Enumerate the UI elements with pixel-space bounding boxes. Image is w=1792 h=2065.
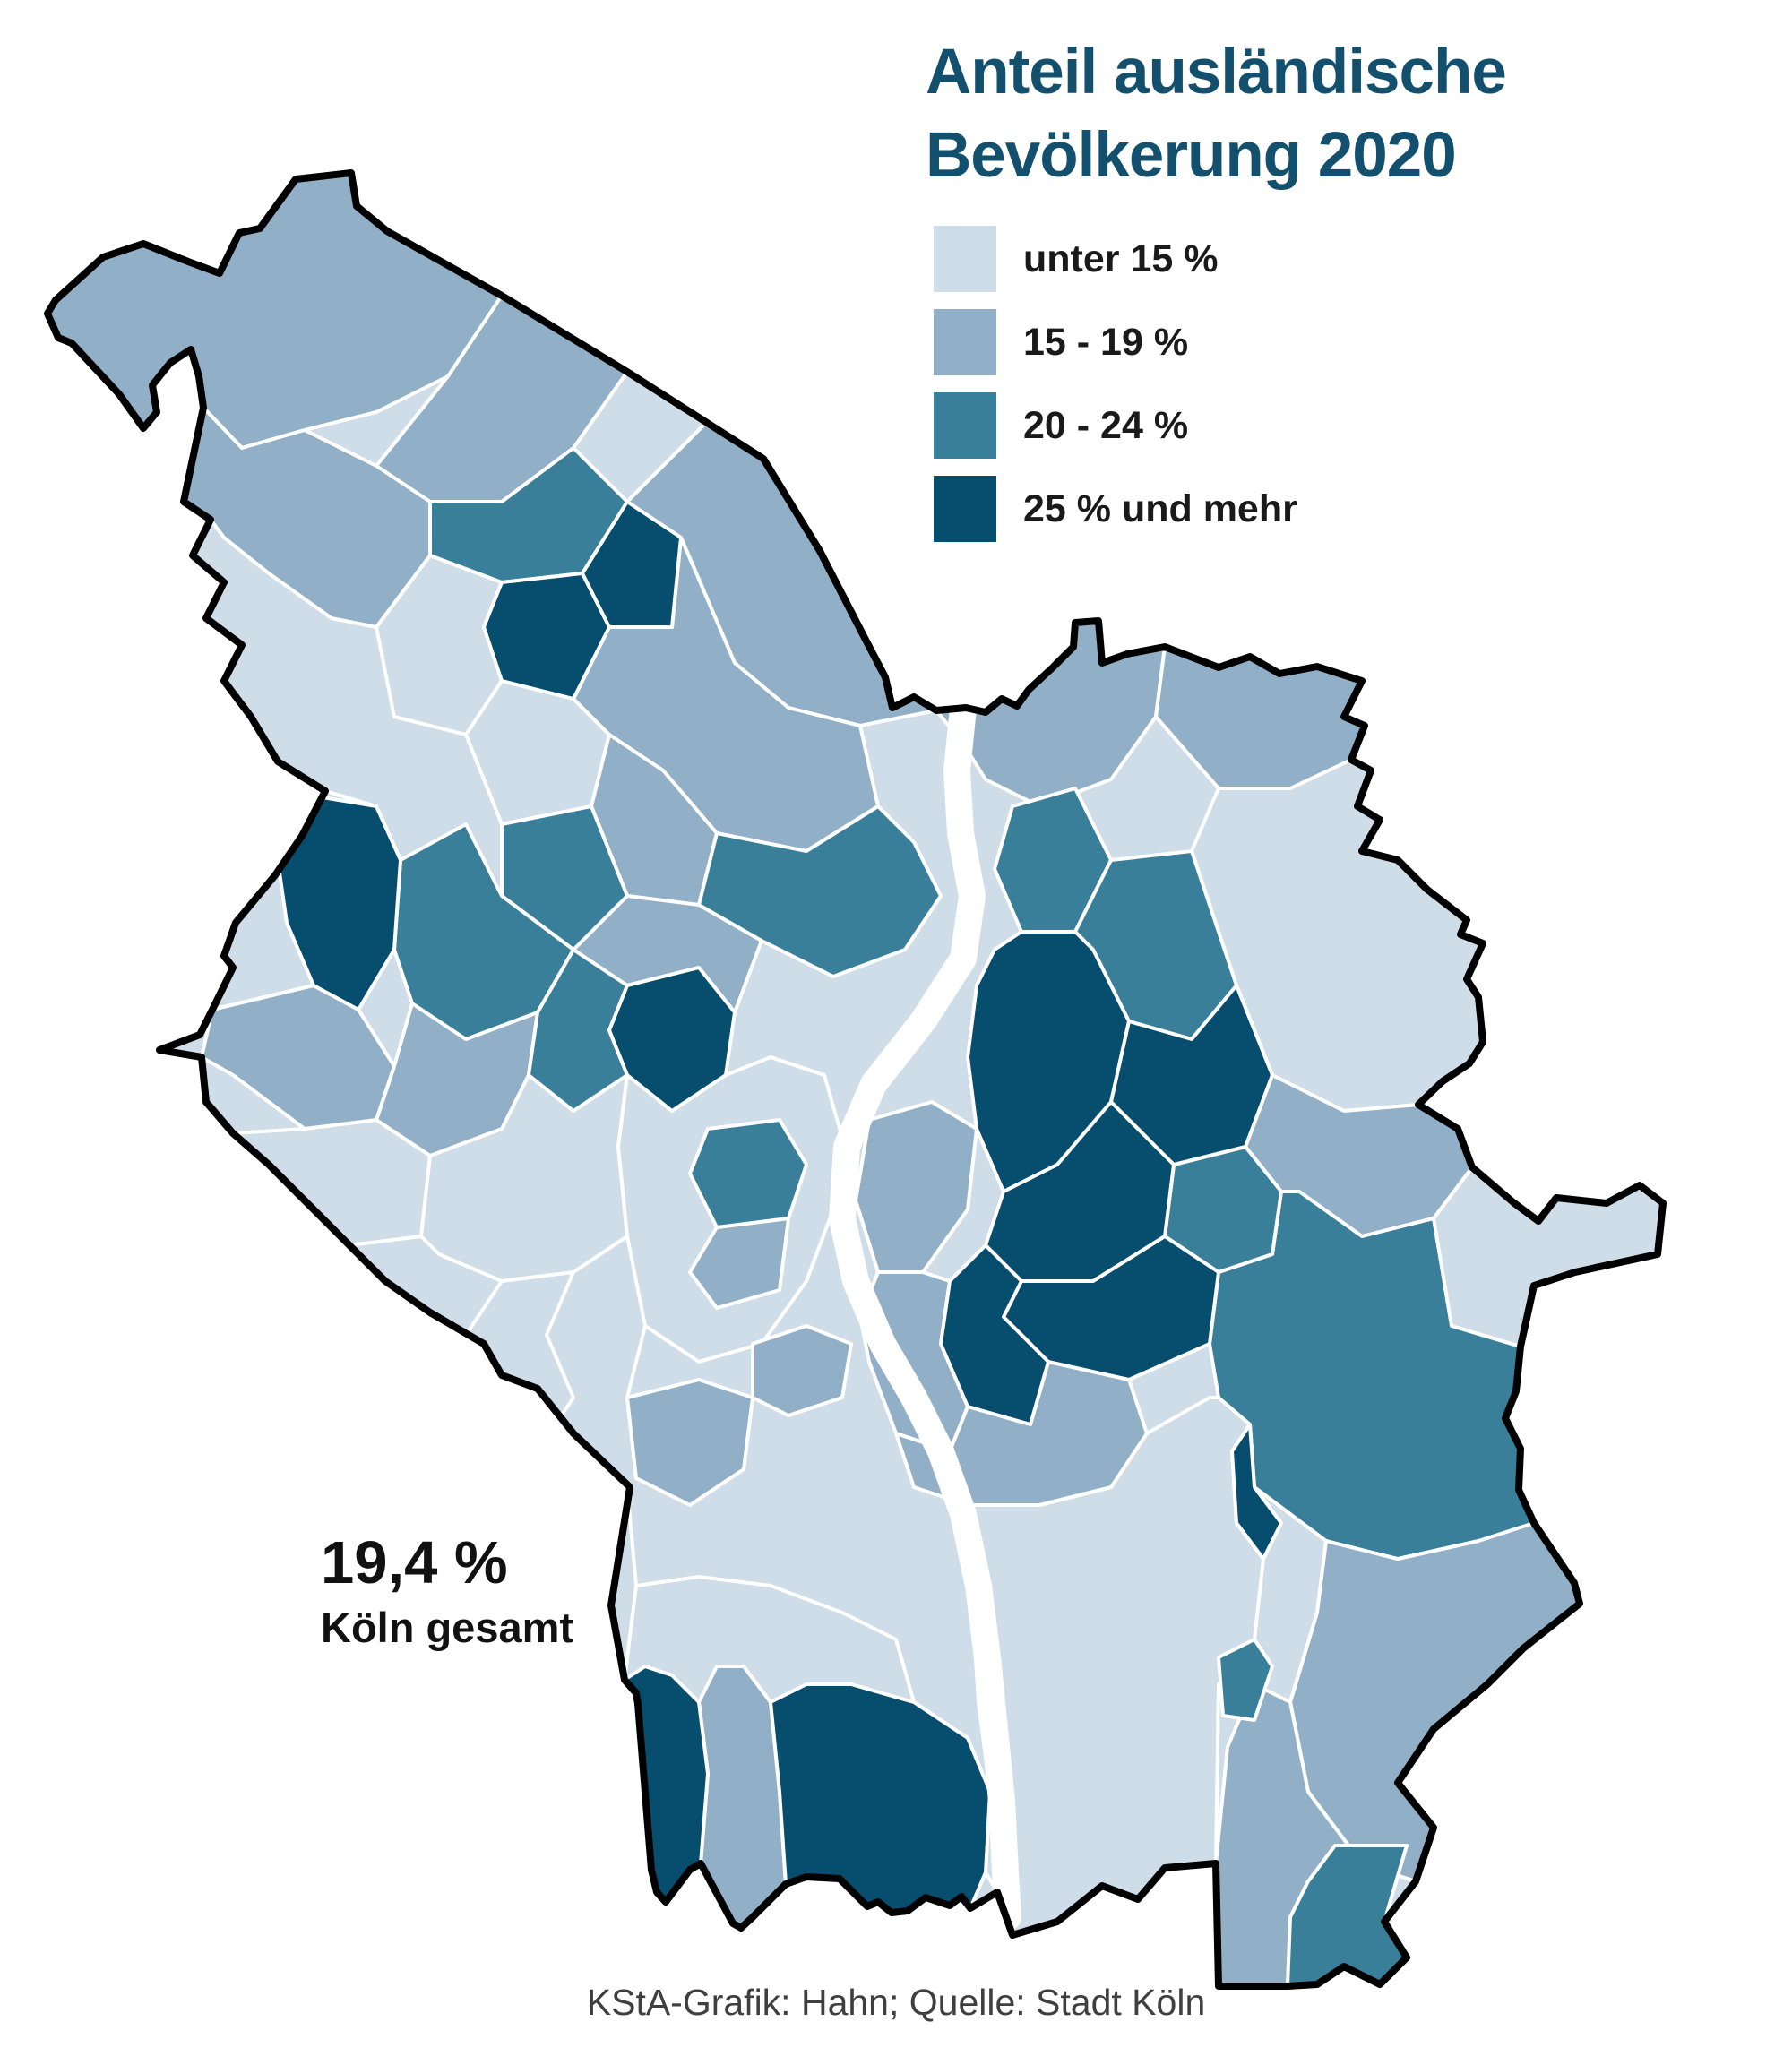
district-ehrenfeld: [607, 966, 737, 1113]
legend-label-15-19: 15 - 19 %: [1023, 320, 1189, 364]
district-ossendorf: [276, 796, 402, 1011]
district-finkenberg: [1217, 1638, 1274, 1722]
legend-item-15-19: 15 - 19 %: [934, 309, 1297, 375]
legend-item-20-24: 20 - 24 %: [934, 392, 1297, 459]
page-title-line1: Anteil ausländische: [926, 37, 1507, 108]
page-title-line2: Bevölkerung 2020: [926, 120, 1457, 191]
district-riehl: [697, 804, 943, 978]
legend-swatch-25-plus-icon: [934, 476, 996, 542]
legend-label-20-24: 20 - 24 %: [1023, 403, 1189, 447]
legend-swatch-20-24-icon: [934, 392, 996, 459]
district-zollstock: [625, 1378, 754, 1507]
map-legend: unter 15 % 15 - 19 % 20 - 24 % 25 % und …: [934, 226, 1297, 559]
district-porz-finger: [1230, 1423, 1283, 1561]
district-gremberg: [939, 1243, 1050, 1426]
legend-item-under-15: unter 15 %: [934, 226, 1297, 292]
district-altstadt-nord: [688, 1118, 808, 1229]
district-heimersdorf: [581, 500, 683, 629]
total-annotation: 19,4 % Köln gesamt: [321, 1528, 573, 1652]
district-bayenthal: [751, 1324, 853, 1417]
legend-swatch-under-15-icon: [934, 226, 996, 292]
districts-layer: [47, 173, 1663, 1986]
source-credit: KStA-Grafik: Hahn; Quelle: Stadt Köln: [586, 1982, 1206, 2023]
district-bilderstoeckchen: [500, 804, 629, 951]
total-value: 19,4 %: [321, 1529, 508, 1596]
legend-item-25-plus: 25 % und mehr: [934, 476, 1297, 542]
city-outer-border: [44, 169, 1667, 1990]
rhine-river: [829, 694, 1021, 1931]
legend-swatch-15-19-icon: [934, 309, 996, 375]
district-deutz: [854, 1100, 978, 1274]
legend-label-25-plus: 25 % und mehr: [1023, 486, 1297, 530]
page-title: Anteil ausländische Bevölkerung 2020: [926, 30, 1507, 197]
legend-label-under-15: unter 15 %: [1023, 237, 1219, 280]
total-label: Köln gesamt: [321, 1604, 574, 1651]
